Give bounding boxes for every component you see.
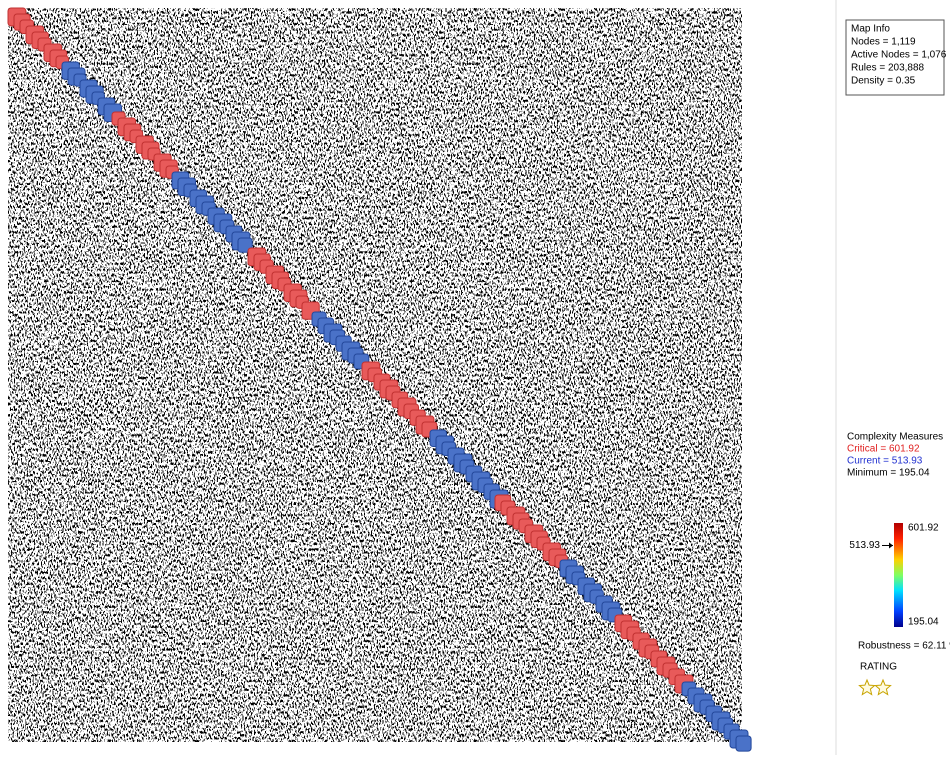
map-info-line: Nodes = 1,119: [851, 37, 916, 48]
dependency-matrix: [7, 7, 752, 752]
current-complexity: Current = 513.93: [847, 456, 923, 467]
color-bar-min: 195.04: [908, 617, 939, 628]
current-marker-head: [889, 542, 893, 549]
complexity-title: Complexity Measures: [847, 432, 943, 443]
minimum-complexity: Minimum = 195.04: [847, 468, 930, 479]
map-info-box: [845, 19, 945, 96]
color-bar-current: 513.93: [849, 540, 880, 551]
critical-complexity: Critical = 601.92: [847, 444, 920, 455]
rating-star: [858, 678, 876, 696]
rating-label: RATING: [860, 662, 897, 673]
diagonal-cluster: [735, 735, 752, 752]
color-bar: [894, 523, 903, 627]
map-info-line: Density = 0.35: [851, 76, 916, 87]
rating-star: [874, 678, 892, 696]
color-bar-max: 601.92: [908, 523, 939, 534]
robustness: Robustness = 62.11 %: [858, 641, 950, 652]
rating-stars: [858, 678, 892, 696]
map-info-line: Rules = 203,888: [851, 63, 925, 74]
map-info-title: Map Info: [851, 24, 890, 35]
map-info-line: Active Nodes = 1,076: [851, 50, 947, 61]
